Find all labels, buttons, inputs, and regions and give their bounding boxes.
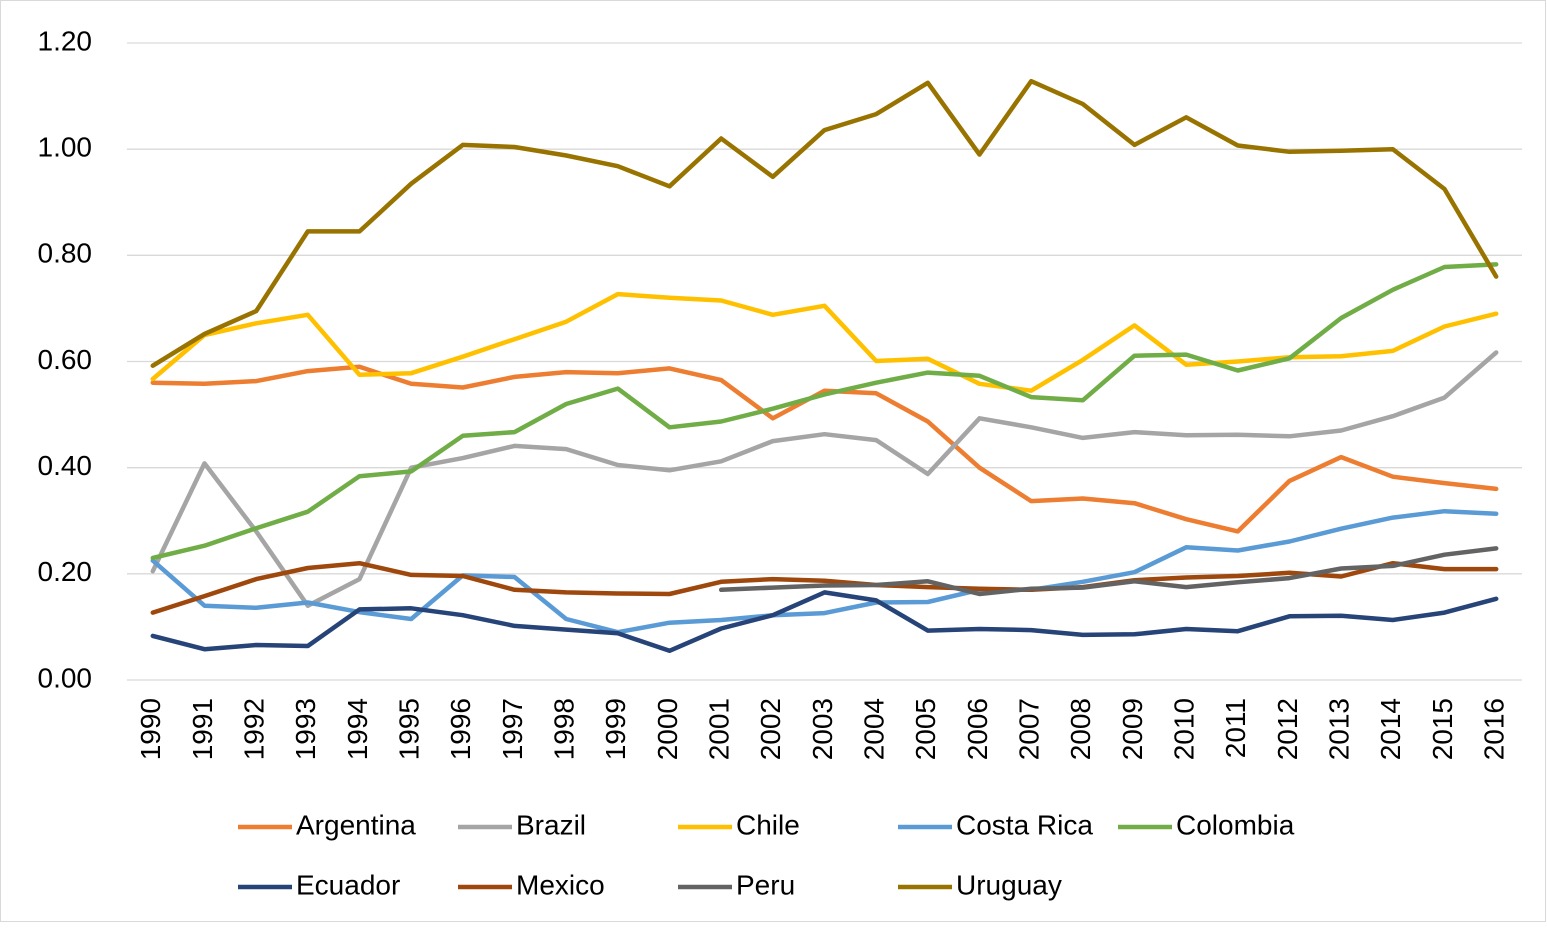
y-tick-label: 0.80	[38, 238, 93, 269]
x-tick-label: 2003	[807, 698, 838, 760]
x-tick-label: 2009	[1117, 698, 1148, 760]
series-line	[150, 78, 1499, 368]
y-tick-label: 1.00	[38, 132, 93, 163]
series-line	[718, 546, 1499, 597]
y-tick-label: 0.60	[38, 344, 93, 375]
x-tick-label: 1990	[135, 698, 166, 760]
series-line	[150, 508, 1499, 635]
x-tick-label: 2000	[652, 698, 683, 760]
legend-label: Costa Rica	[956, 809, 1093, 840]
legend-label: Brazil	[516, 809, 586, 840]
x-tick-label: 2008	[1065, 698, 1096, 760]
x-tick-label: 2002	[755, 698, 786, 760]
x-tick-label: 2010	[1169, 698, 1200, 760]
legend-label: Mexico	[516, 869, 605, 900]
x-tick-label: 1998	[549, 698, 580, 760]
x-tick-label: 2015	[1427, 698, 1458, 760]
y-tick-label: 0.00	[38, 662, 93, 693]
x-tick-label: 1996	[445, 698, 476, 760]
x-tick-label: 1995	[394, 698, 425, 760]
legend-label: Peru	[736, 869, 795, 900]
x-tick-label: 2006	[962, 698, 993, 760]
legend-label: Argentina	[296, 809, 416, 840]
x-tick-label: 2016	[1479, 698, 1510, 760]
legend-label: Ecuador	[296, 869, 400, 900]
series-line	[150, 560, 1499, 615]
x-tick-label: 2011	[1220, 698, 1251, 758]
x-tick-label: 2005	[910, 698, 941, 760]
x-tick-label: 1992	[239, 698, 270, 760]
legend-label: Uruguay	[956, 869, 1062, 900]
x-tick-label: 2014	[1375, 698, 1406, 760]
y-tick-label: 0.20	[38, 556, 93, 587]
series-line	[150, 590, 1499, 654]
series-line	[150, 350, 1499, 608]
x-tick-label: 2004	[859, 698, 890, 760]
x-tick-label: 2007	[1014, 698, 1045, 760]
x-tick-label: 1993	[290, 698, 321, 760]
x-tick-label: 1991	[187, 698, 218, 760]
series-line	[150, 262, 1499, 561]
x-tick-label: 1997	[497, 698, 528, 760]
legend-label: Colombia	[1176, 809, 1295, 840]
x-tick-label: 2013	[1324, 698, 1355, 760]
y-tick-label: 1.20	[38, 25, 93, 56]
x-tick-label: 1999	[600, 698, 631, 760]
x-tick-label: 2012	[1272, 698, 1303, 760]
series-line	[150, 291, 1499, 393]
x-tick-label: 1994	[342, 698, 373, 760]
y-tick-label: 0.40	[38, 450, 93, 481]
x-tick-label: 2001	[704, 698, 735, 760]
legend-label: Chile	[736, 809, 800, 840]
